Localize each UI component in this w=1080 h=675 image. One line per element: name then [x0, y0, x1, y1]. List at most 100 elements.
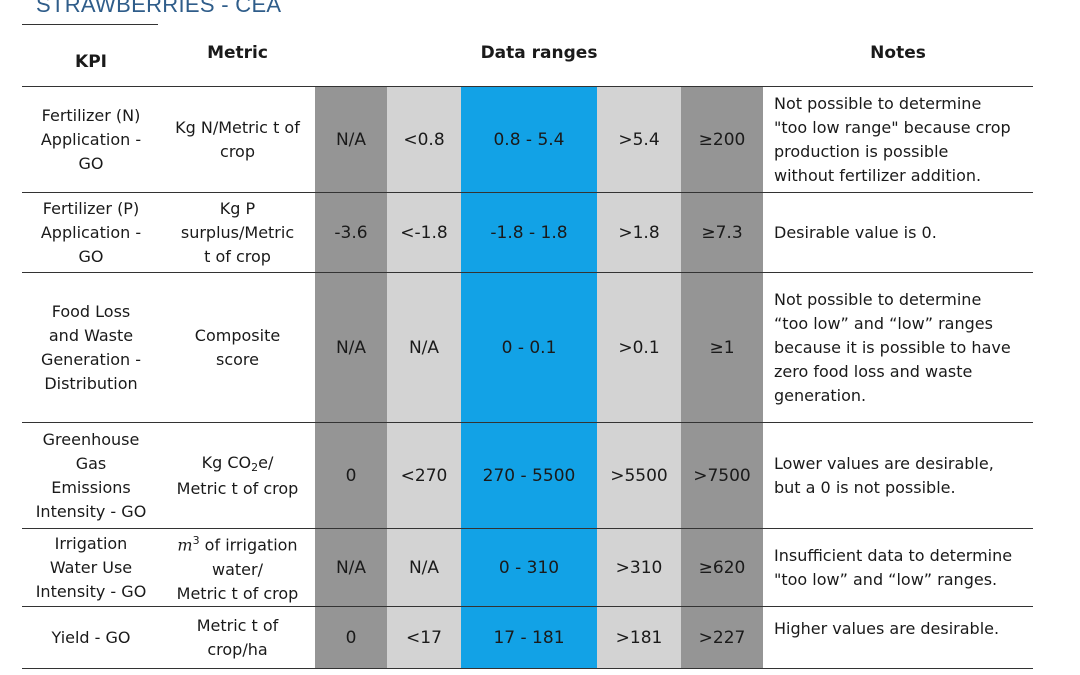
subscript-text: 2 — [251, 460, 259, 474]
table-row: Food Loss and Waste Generation - Distrib… — [22, 272, 1033, 423]
metric-line: Metric t of crop — [176, 583, 299, 603]
table-row: Yield - GO Metric t of crop/ha 0 <17 17 … — [22, 606, 1033, 669]
range-desirable: 0.8 - 5.4 — [461, 86, 597, 193]
metric-line: Kg CO2e/ — [160, 451, 315, 477]
page-title: STRAWBERRIES - CEA — [36, 0, 282, 17]
kpi-line: Gas — [75, 453, 107, 473]
range-low: N/A — [387, 528, 461, 607]
metric-line: surplus/Metric — [180, 222, 295, 242]
metric-line: m3 of irrigation — [160, 529, 315, 557]
notes-line: "too low” and “low” ranges. — [774, 569, 998, 589]
notes-line: Not possible to determine — [774, 93, 982, 113]
kpi-line: Fertilizer (P) — [42, 198, 140, 218]
range-too-low: 0 — [315, 422, 387, 529]
range-low: <17 — [387, 606, 461, 669]
range-low: N/A — [387, 272, 461, 423]
range-desirable: 17 - 181 — [461, 606, 597, 669]
metric-line: crop — [220, 141, 255, 161]
header-kpi: KPI — [22, 28, 160, 87]
range-too-high: >7500 — [681, 422, 763, 529]
metric-text: Kg CO — [201, 452, 252, 472]
kpi-line: GO — [78, 246, 104, 266]
range-too-low: N/A — [315, 86, 387, 193]
metric-line: Kg N/Metric t of — [175, 117, 300, 137]
kpi-cell: Food Loss and Waste Generation - Distrib… — [22, 272, 160, 423]
metric-text: m — [177, 535, 193, 555]
notes-cell: Desirable value is 0. — [763, 192, 1033, 273]
range-desirable: 270 - 5500 — [461, 422, 597, 529]
range-desirable: -1.8 - 1.8 — [461, 192, 597, 273]
kpi-line: Irrigation — [54, 533, 128, 553]
range-high: >310 — [597, 528, 681, 607]
kpi-cell: Fertilizer (N) Application - GO — [22, 86, 160, 193]
metric-cell: Kg P surplus/Metric t of crop — [160, 192, 315, 273]
notes-line: “too low” and “low” ranges — [774, 313, 993, 333]
kpi-line: Water Use — [49, 557, 133, 577]
notes-line: Lower values are desirable, — [774, 453, 994, 473]
range-high: >5500 — [597, 422, 681, 529]
header-data-ranges: Data ranges — [315, 28, 763, 87]
kpi-line: Greenhouse — [42, 429, 140, 449]
range-low: <-1.8 — [387, 192, 461, 273]
notes-line: without fertilizer addition. — [774, 165, 982, 185]
kpi-line: GO — [78, 153, 104, 173]
range-high: >181 — [597, 606, 681, 669]
metric-line: Composite — [194, 325, 281, 345]
table-row: Fertilizer (P) Application - GO Kg P sur… — [22, 192, 1033, 273]
range-too-high: ≥620 — [681, 528, 763, 607]
kpi-line: Application - — [40, 222, 142, 242]
kpi-line: Generation - — [40, 349, 142, 369]
kpi-cell: Irrigation Water Use Intensity - GO — [22, 528, 160, 607]
range-too-low: N/A — [315, 528, 387, 607]
kpi-cell: Yield - GO — [22, 606, 160, 669]
range-too-high: ≥1 — [681, 272, 763, 423]
range-too-high: ≥200 — [681, 86, 763, 193]
range-too-low: -3.6 — [315, 192, 387, 273]
header-row: KPI Metric Data ranges Notes — [22, 28, 1033, 87]
table-row: Greenhouse Gas Emissions Intensity - GO … — [22, 422, 1033, 529]
notes-line: Higher values are desirable. — [774, 619, 1000, 638]
superscript-text: 3 — [192, 534, 200, 548]
range-low: <0.8 — [387, 86, 461, 193]
notes-cell: Not possible to determine "too low range… — [763, 86, 1033, 193]
kpi-table: KPI Metric Data ranges Notes Fertilizer … — [22, 28, 1033, 669]
kpi-line: Fertilizer (N) — [41, 105, 141, 125]
notes-cell: Higher values are desirable. — [763, 606, 1033, 669]
kpi-line: Intensity - GO — [35, 581, 147, 601]
notes-line: production is possible — [774, 141, 949, 161]
kpi-line: Distribution — [44, 373, 138, 393]
range-high: >1.8 — [597, 192, 681, 273]
range-desirable: 0 - 0.1 — [461, 272, 597, 423]
notes-line: Insufficient data to determine — [774, 545, 1013, 565]
range-low: <270 — [387, 422, 461, 529]
notes-cell: Lower values are desirable, but a 0 is n… — [763, 422, 1033, 529]
range-too-low: N/A — [315, 272, 387, 423]
metric-text: e/ — [258, 452, 274, 472]
kpi-line: Yield - GO — [51, 627, 131, 647]
kpi-cell: Fertilizer (P) Application - GO — [22, 192, 160, 273]
notes-line: "too low range" because crop — [774, 117, 1011, 137]
metric-text: of irrigation — [199, 535, 298, 555]
metric-line: t of crop — [204, 246, 271, 266]
metric-cell: m3 of irrigation water/ Metric t of crop — [160, 528, 315, 607]
metric-cell: Composite score — [160, 272, 315, 423]
notes-line: generation. — [774, 385, 867, 405]
range-too-high: ≥7.3 — [681, 192, 763, 273]
metric-line: water/ — [212, 559, 263, 579]
notes-line: zero food loss and waste — [774, 361, 973, 381]
kpi-line: Intensity - GO — [35, 501, 147, 521]
header-metric: Metric — [160, 28, 315, 87]
notes-line: Not possible to determine — [774, 289, 982, 309]
table-row: Fertilizer (N) Application - GO Kg N/Met… — [22, 86, 1033, 193]
metric-cell: Kg CO2e/ Metric t of crop — [160, 422, 315, 529]
metric-line: Kg P — [219, 198, 256, 218]
kpi-line: Application - — [40, 129, 142, 149]
range-desirable: 0 - 310 — [461, 528, 597, 607]
kpi-line: Food Loss — [51, 301, 131, 321]
table-row: Irrigation Water Use Intensity - GO m3 o… — [22, 528, 1033, 607]
metric-line: Metric t of — [196, 615, 279, 635]
metric-cell: Kg N/Metric t of crop — [160, 86, 315, 193]
notes-line: because it is possible to have — [774, 337, 1011, 357]
notes-line: but a 0 is not possible. — [774, 477, 956, 497]
metric-line: crop/ha — [207, 639, 268, 659]
